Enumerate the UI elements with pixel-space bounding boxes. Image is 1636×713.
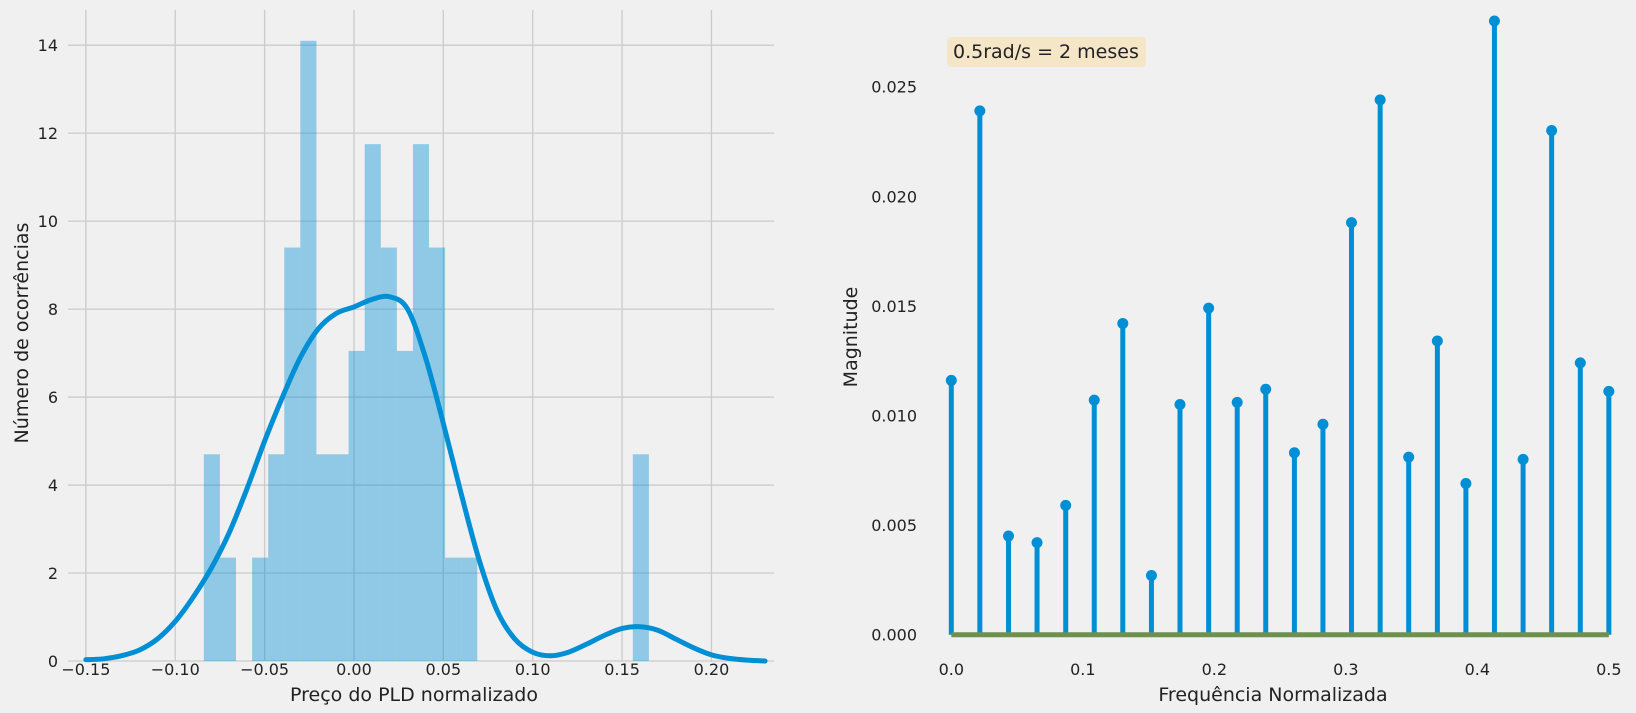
y-tick-label: 6: [48, 388, 58, 407]
histogram-y-axis-label: Número de ocorrências: [11, 223, 33, 444]
histogram-bar-16: [632, 454, 649, 661]
stem-marker-10: [1231, 396, 1243, 408]
stem-markers: [945, 15, 1615, 582]
y-tick-label: 2: [48, 564, 58, 583]
histogram-plot: −0.15 −0.10 −0.05 0.00 0.05 0.10 0.15 0.20 0 2 4 6…: [11, 10, 774, 706]
y-tick-label: 0.020: [871, 187, 917, 206]
histogram-bar-10: [380, 247, 397, 661]
y-tick-label: 14: [38, 36, 58, 55]
histogram-bar-4: [284, 247, 301, 661]
stem-marker-11: [1260, 383, 1272, 395]
x-tick-label: −0.10: [151, 660, 200, 679]
y-tick-label: 0.025: [871, 78, 917, 97]
stem-marker-18: [1460, 477, 1472, 489]
histogram-x-ticks: −0.15 −0.10 −0.05 0.00 0.05 0.10 0.15 0.20: [61, 660, 729, 679]
histogram-bar-8: [348, 350, 365, 661]
x-tick-label: 0.5: [1596, 660, 1621, 679]
stem-marker-9: [1203, 302, 1215, 314]
stem-marker-16: [1403, 451, 1415, 463]
x-tick-label: −0.05: [240, 660, 289, 679]
histogram-bar-2: [252, 557, 269, 661]
stem-lines: [948, 20, 1612, 635]
stem-marker-19: [1488, 15, 1500, 27]
stem-x-ticks: 0.0 0.1 0.2 0.3 0.4 0.5: [939, 660, 1622, 679]
stem-marker-17: [1431, 335, 1443, 347]
x-tick-label: 0.05: [426, 660, 462, 679]
stem-y-axis-label: Magnitude: [840, 287, 862, 388]
annotation-background: [947, 37, 1146, 67]
y-tick-label: 4: [48, 476, 58, 495]
histogram-grid: [68, 10, 774, 662]
histogram-bar-13: [429, 247, 446, 661]
stem-y-ticks: 0.000 0.005 0.010 0.015 0.020 0.025: [871, 78, 917, 645]
stem-marker-15: [1374, 94, 1386, 106]
histogram-bar-15: [461, 557, 478, 661]
annotation-text: 0.5rad/s = 2 meses: [953, 41, 1139, 63]
stem-marker-7: [1145, 570, 1157, 582]
y-tick-label: 0.000: [871, 626, 917, 645]
x-tick-label: 0.3: [1333, 660, 1358, 679]
y-tick-label: 0.010: [871, 407, 917, 426]
stem-marker-5: [1088, 394, 1100, 406]
histogram-bar-11: [396, 350, 413, 661]
histogram-bar-6: [316, 454, 333, 661]
stem-marker-8: [1174, 399, 1186, 411]
y-tick-label: 8: [48, 300, 58, 319]
x-tick-label: 0.1: [1070, 660, 1095, 679]
histogram-bar-5: [300, 40, 317, 662]
x-tick-label: 0.15: [604, 660, 640, 679]
histogram-bar-9: [364, 144, 381, 661]
stem-marker-22: [1574, 357, 1586, 369]
histogram-bar-0: [203, 454, 220, 661]
stem-marker-12: [1288, 447, 1300, 459]
y-tick-label: 10: [38, 212, 58, 231]
histogram-bar-12: [412, 144, 430, 661]
stem-marker-0: [945, 374, 957, 386]
stem-marker-20: [1517, 453, 1529, 465]
stem-marker-13: [1317, 418, 1329, 430]
histogram-bars: [203, 40, 649, 662]
stem-marker-4: [1060, 499, 1072, 511]
stem-marker-23: [1603, 385, 1615, 397]
annotation-box: 0.5rad/s = 2 meses: [947, 37, 1146, 67]
histogram-bar-1: [219, 557, 237, 661]
stem-plot: 0.0 0.1 0.2 0.3 0.4 0.5 0.0000.0050.0100.0150…: [840, 15, 1622, 706]
stem-marker-6: [1117, 317, 1129, 329]
histogram-y-ticks: 0 2 4 6 8 10 12 14: [38, 36, 58, 671]
histogram-bar-14: [445, 557, 462, 661]
stem-x-axis-label: Frequência Normalizada: [1158, 684, 1387, 706]
stem-marker-3: [1031, 537, 1043, 549]
x-tick-label: 0.4: [1465, 660, 1490, 679]
stem-marker-14: [1345, 217, 1357, 229]
histogram-bar-3: [268, 454, 285, 661]
histogram-bar-7: [332, 454, 349, 661]
x-tick-label: 0.10: [515, 660, 551, 679]
y-tick-label: 0.005: [871, 516, 917, 535]
x-tick-label: 0.20: [694, 660, 730, 679]
stem-marker-21: [1546, 125, 1558, 137]
y-tick-label: 12: [38, 124, 58, 143]
histogram-x-axis-label: Preço do PLD normalizado: [290, 684, 538, 706]
x-tick-label: −0.15: [61, 660, 110, 679]
y-tick-label: 0: [48, 652, 58, 671]
x-tick-label: 0.00: [336, 660, 372, 679]
x-tick-label: 0.2: [1202, 660, 1227, 679]
stem-marker-1: [974, 105, 986, 117]
x-tick-label: 0.0: [939, 660, 964, 679]
y-tick-label: 0.015: [871, 297, 917, 316]
kde-curve: [83, 293, 768, 664]
stem-marker-2: [1003, 530, 1015, 542]
